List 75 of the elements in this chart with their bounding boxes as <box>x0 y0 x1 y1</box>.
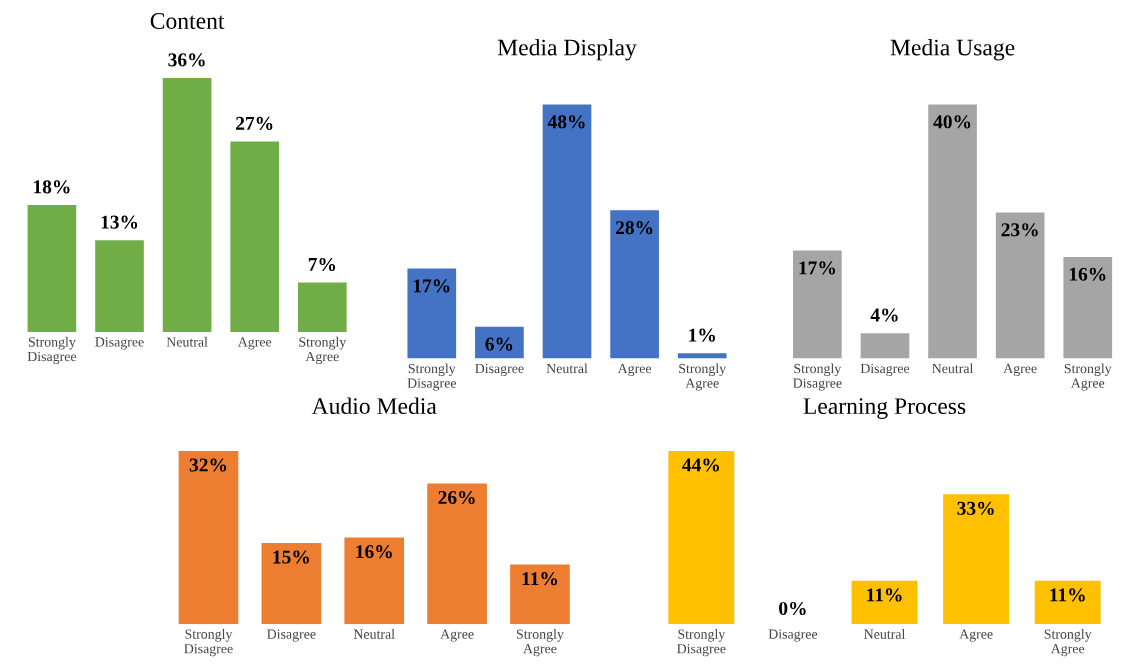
bar <box>407 268 457 359</box>
x-tick-label: Strongly Agree <box>516 629 564 657</box>
x-tick-label: Agree <box>440 629 474 642</box>
data-label: 16% <box>356 545 392 559</box>
data-label: 23% <box>1001 223 1038 237</box>
data-label: 4% <box>870 308 898 322</box>
data-label: 15% <box>273 550 309 564</box>
bar <box>995 212 1045 359</box>
data-label: 13% <box>101 215 138 229</box>
x-tick-label: Strongly Agree <box>1044 629 1092 657</box>
bar <box>793 250 842 359</box>
data-label: 36% <box>168 53 205 67</box>
x-tick-label: Disagree <box>768 629 818 642</box>
data-label: 17% <box>799 261 835 275</box>
x-tick-label: Disagree <box>475 363 524 377</box>
data-label: 17% <box>413 279 450 293</box>
x-tick-label: Agree <box>1003 363 1037 377</box>
x-tick-label: Strongly Disagree <box>27 336 77 365</box>
x-tick-label: Strongly Agree <box>679 363 727 391</box>
x-tick-label: Strongly Disagree <box>677 629 726 657</box>
chart-title: Audio Media <box>311 397 437 415</box>
bar <box>95 240 144 332</box>
data-label: 27% <box>236 116 273 130</box>
x-tick-label: Strongly Disagree <box>793 363 842 391</box>
data-label: 11% <box>867 588 902 602</box>
data-label: 32% <box>189 458 227 472</box>
bar <box>261 542 322 625</box>
data-label: 0% <box>779 601 806 616</box>
bar <box>178 450 239 625</box>
bar <box>297 282 347 332</box>
bar <box>860 333 910 359</box>
data-label: 16% <box>1069 267 1106 281</box>
bar <box>162 77 212 332</box>
data-label: 11% <box>1050 588 1085 602</box>
chart-title: Learning Process <box>803 398 966 419</box>
x-tick-label: Disagree <box>267 629 316 642</box>
chart-title: Content <box>150 13 225 29</box>
data-label: 33% <box>957 501 994 515</box>
bar <box>475 326 524 359</box>
x-tick-label: Neutral <box>932 363 974 374</box>
data-label: 1% <box>689 328 715 342</box>
x-tick-label: Strongly Disagree <box>184 629 233 657</box>
data-label: 28% <box>615 221 653 235</box>
bar <box>230 141 280 332</box>
bar <box>1063 256 1113 359</box>
bar <box>427 483 487 625</box>
x-tick-label: Disagree <box>860 363 910 377</box>
x-tick-label: Neutral <box>353 629 395 639</box>
data-label: 6% <box>485 337 513 351</box>
x-tick-label: Strongly Disagree <box>407 363 456 391</box>
bar <box>344 537 405 625</box>
x-tick-label: Neutral <box>864 629 906 639</box>
x-tick-label: Neutral <box>166 336 208 347</box>
x-tick-label: Neutral <box>546 363 588 374</box>
bar <box>610 210 659 359</box>
chart-title: Media Display <box>497 38 637 61</box>
data-label: 26% <box>438 490 475 505</box>
data-label: 18% <box>34 180 70 194</box>
x-tick-label: Disagree <box>95 337 144 350</box>
bar <box>542 104 592 359</box>
bar <box>27 204 77 332</box>
x-tick-label: Strongly Agree <box>1064 363 1112 391</box>
data-label: 40% <box>933 115 971 129</box>
x-tick-label: Agree <box>617 363 652 377</box>
bar <box>928 104 977 359</box>
x-tick-label: Strongly Agree <box>299 336 347 365</box>
bar <box>677 353 727 359</box>
data-label: 11% <box>522 572 558 586</box>
data-label: 48% <box>547 115 585 129</box>
data-label: 7% <box>308 257 336 272</box>
bar <box>510 564 570 625</box>
x-tick-label: Agree <box>959 629 993 642</box>
chart-title: Media Usage <box>890 38 1015 61</box>
x-tick-label: Agree <box>237 337 272 350</box>
data-label: 44% <box>682 458 719 472</box>
